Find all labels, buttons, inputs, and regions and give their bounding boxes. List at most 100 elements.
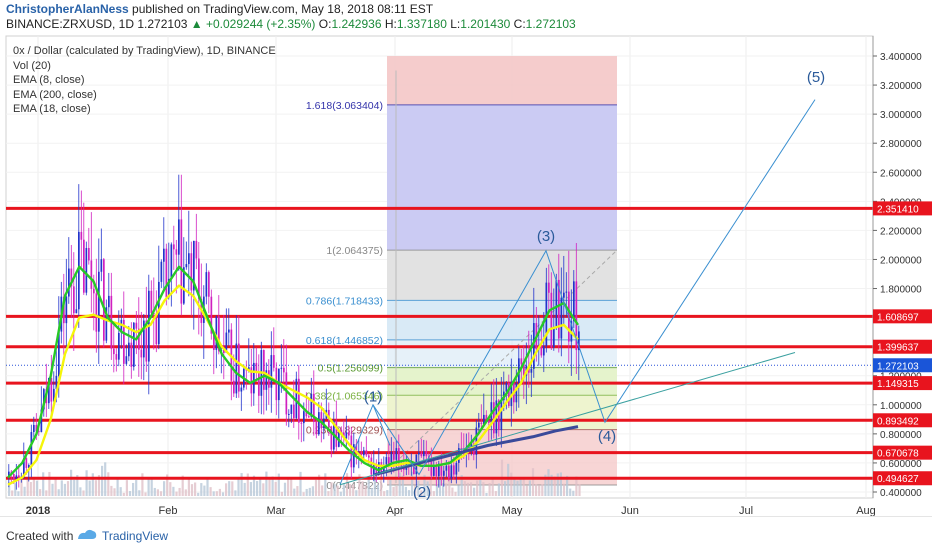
volume-bar — [522, 477, 525, 496]
volume-bar — [271, 476, 274, 496]
candle-body — [360, 452, 363, 456]
volume-bar — [401, 475, 404, 496]
price-chart[interactable]: 1.618(3.063404) 1(2.064375) 0.786(1.718433… — [0, 34, 932, 517]
volume-bar — [562, 483, 566, 496]
candle-body — [488, 420, 490, 423]
volume-bar — [321, 485, 324, 496]
volume-bar — [488, 482, 491, 496]
volume-bar — [249, 482, 252, 496]
candle-body — [118, 332, 120, 360]
volume-bar — [398, 472, 401, 496]
volume-bar — [234, 490, 237, 496]
volume-bar — [541, 484, 544, 496]
volume-bar — [237, 478, 240, 496]
volume-bar — [556, 473, 559, 496]
x-tick-label: Apr — [386, 505, 403, 516]
y-tick-label: 2.200000 — [880, 226, 922, 237]
time-axis[interactable]: 2018 Feb Mar Apr May Jun Jul Aug — [26, 505, 876, 517]
fib-level-label: 1.618(3.063404) — [306, 100, 383, 112]
legend-item-ema18[interactable]: EMA (18, close) — [13, 103, 91, 115]
open-value: 1.242936 — [331, 17, 382, 31]
candle-body — [238, 343, 240, 392]
volume-bar — [11, 490, 14, 496]
candle-body — [348, 432, 350, 436]
fib-band — [387, 367, 617, 396]
legend-item-ema200[interactable]: EMA (200, close) — [13, 88, 97, 101]
x-tick-label: May — [502, 505, 523, 516]
volume-bar — [535, 484, 538, 496]
y-tick-label: 2.800000 — [880, 139, 922, 150]
volume-bar — [203, 485, 206, 496]
candle-body — [48, 377, 50, 404]
volume-bar — [110, 485, 113, 496]
legend-item-vol[interactable]: Vol (20) — [13, 59, 51, 72]
tradingview-logo-icon[interactable] — [76, 527, 98, 546]
candle-body — [15, 475, 18, 480]
candle-body — [543, 346, 545, 356]
price-label-text: 0.893492 — [877, 416, 919, 427]
volume-bar — [42, 472, 45, 496]
candle-body — [555, 279, 558, 328]
volume-bar — [141, 473, 144, 496]
candle-body — [438, 463, 440, 477]
volume-bar — [218, 488, 221, 496]
candle-body — [390, 452, 393, 467]
volume-bar — [432, 491, 435, 496]
candle-body — [170, 244, 173, 279]
candle-body — [283, 367, 285, 373]
candle-body — [183, 267, 185, 304]
volume-bar — [17, 491, 20, 496]
candle-body — [98, 271, 100, 332]
candle-body — [83, 239, 85, 293]
candle-body — [445, 465, 448, 471]
candle-body — [40, 409, 43, 433]
candle-body — [143, 320, 145, 358]
legend-item-ema8[interactable]: EMA (8, close) — [13, 74, 85, 86]
price-axis[interactable]: 3.400000 3.200000 3.000000 2.800000 2.600000… — [872, 36, 932, 499]
y-tick-label: 1.800000 — [880, 285, 922, 296]
candle-body — [125, 356, 128, 364]
volume-bar — [150, 478, 153, 496]
candle-body — [160, 261, 163, 282]
volume-bar — [212, 491, 215, 496]
candle-body — [470, 443, 473, 449]
candle-body — [175, 249, 178, 255]
volume-bar — [364, 485, 367, 496]
candle-body — [28, 465, 30, 468]
volume-bar — [240, 473, 243, 496]
volume-bar — [318, 474, 321, 496]
candle-body — [168, 278, 170, 298]
volume-bar — [268, 478, 271, 496]
volume-bar — [569, 488, 572, 496]
volume-bar — [221, 492, 225, 496]
volume-bar — [299, 471, 302, 496]
volume-bar — [153, 487, 156, 496]
volume-bar — [277, 473, 280, 496]
volume-bar — [296, 486, 299, 496]
symbol-name: BINANCE:ZRXUSD, 1D — [6, 17, 135, 31]
volume-bar — [553, 476, 556, 496]
volume-bar — [544, 474, 547, 496]
candle-body — [228, 329, 230, 333]
volume-bar — [156, 489, 159, 496]
volume-bar — [113, 488, 116, 496]
candle-body — [345, 432, 348, 439]
candle-body — [315, 422, 318, 435]
candle-body — [413, 463, 415, 475]
volume-bar — [70, 469, 73, 496]
price-label-text: 1.272103 — [877, 361, 919, 372]
publisher-name[interactable]: ChristopherAlanNess — [6, 2, 129, 16]
volume-bar — [88, 480, 91, 496]
candle-body — [290, 404, 293, 414]
last-price: 1.272103 — [137, 17, 188, 31]
candle-body — [165, 248, 168, 298]
high-value: 1.337180 — [396, 17, 447, 31]
volume-bar — [420, 490, 423, 496]
trend-channel-line — [339, 351, 796, 486]
volume-bar — [175, 491, 178, 496]
volume-bar — [225, 483, 228, 496]
candle-body — [388, 457, 390, 467]
chart-area[interactable]: 1.618(3.063404) 1(2.064375) 0.786(1.718433… — [0, 34, 932, 517]
tradingview-link[interactable]: TradingView — [102, 529, 169, 543]
price-label-box — [873, 413, 932, 428]
